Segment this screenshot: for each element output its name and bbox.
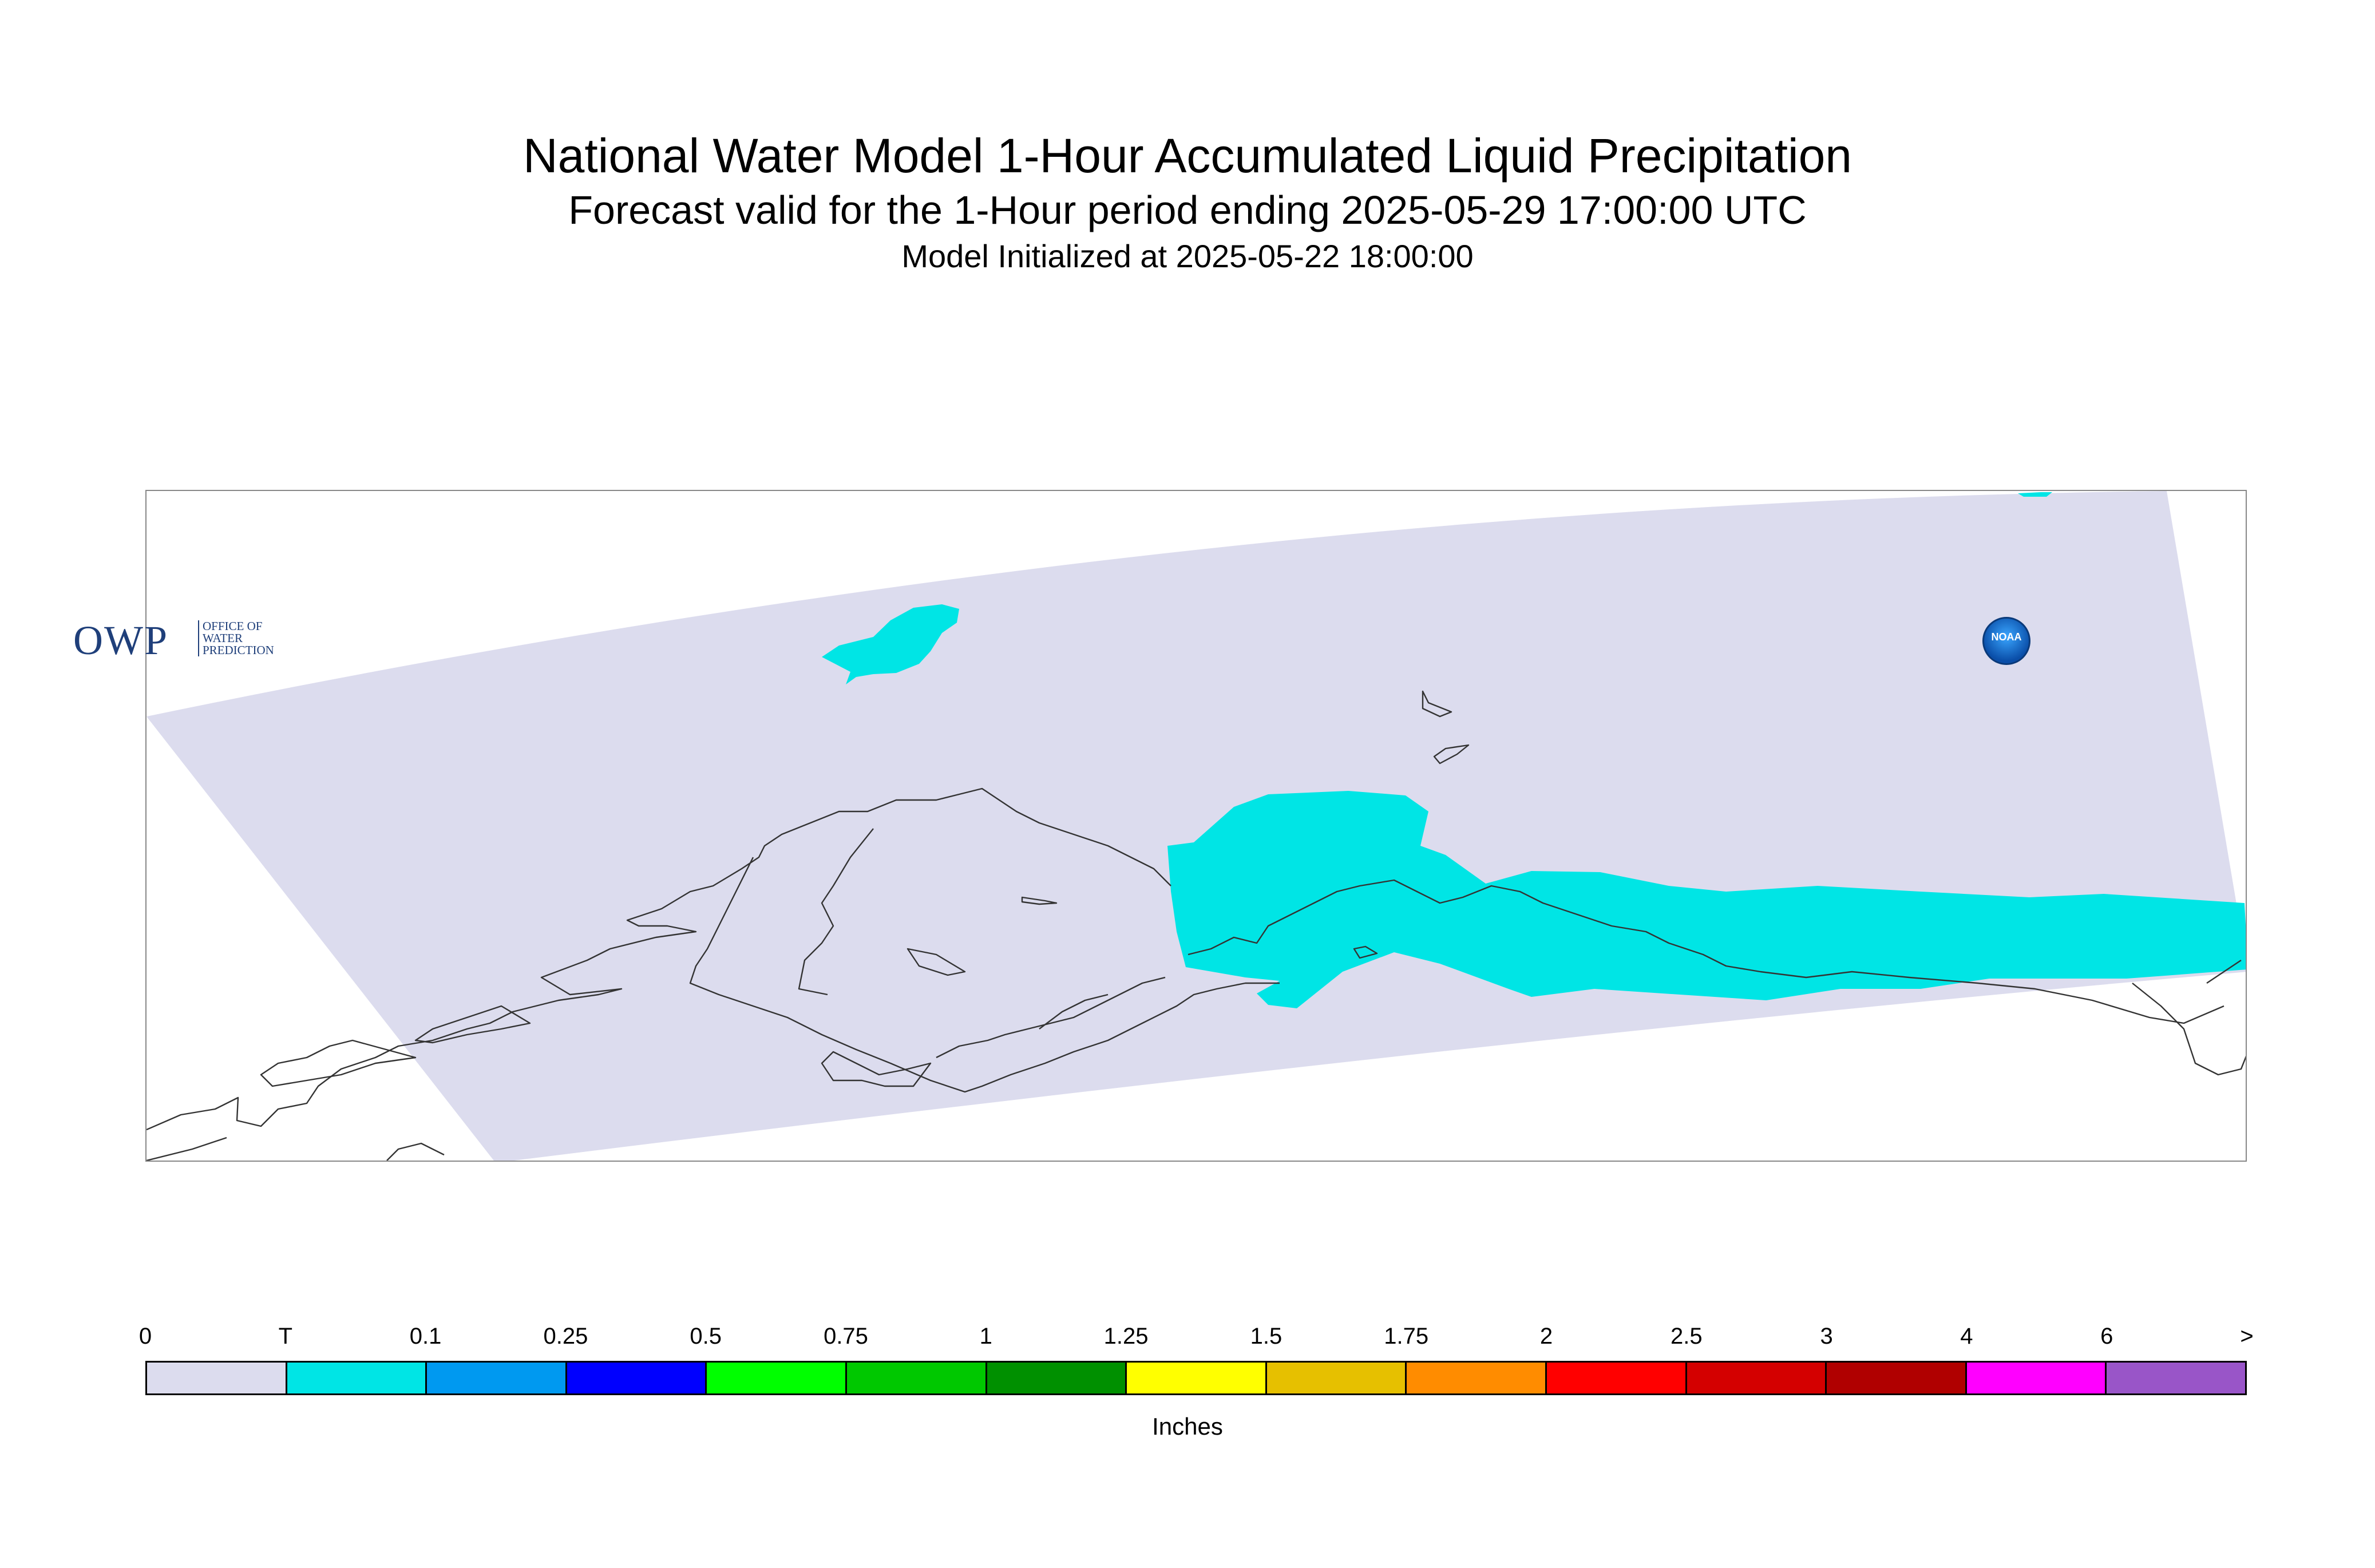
legend-tick-label: 0 [138, 1324, 152, 1349]
coastline-east [2132, 960, 2246, 1076]
owp-logo-mark: OWP [73, 617, 168, 663]
map-subtitle: Forecast valid for the 1-Hour period end… [568, 188, 1807, 232]
legend-tick-label: 1.5 [1250, 1324, 1282, 1349]
legend-swatch-9 [1407, 1363, 1547, 1393]
legend-tick-label: 0.5 [690, 1324, 722, 1349]
coastline-mainland [147, 787, 1171, 1131]
legend-tick-label: 2 [1539, 1324, 1553, 1349]
coastline-interior [798, 828, 1058, 996]
legend-tick-label: 0.75 [824, 1324, 868, 1349]
legend-tick-label: 0.1 [409, 1324, 442, 1349]
legend-tick-label: 1.25 [1103, 1324, 1149, 1349]
noaa-logo-text: NOAA [1991, 631, 2022, 643]
colorbar-legend [145, 1361, 2247, 1395]
legend-swatch-11 [1687, 1363, 1827, 1393]
noaa-logo: NOAA [1982, 617, 2030, 665]
coastline-peninsula [689, 857, 1280, 1093]
coastlines [147, 690, 2246, 1161]
legend-tick-label: 1.75 [1384, 1324, 1429, 1349]
legend-swatch-13 [1966, 1363, 2107, 1393]
legend-tick-label: 0.25 [543, 1324, 588, 1349]
legend-tick-label: T [278, 1324, 293, 1349]
owp-logo-text: OFFICE OF WATER PREDICTION [198, 620, 274, 656]
legend-units-label: Inches [1152, 1413, 1223, 1440]
coastline-southwest [147, 1005, 531, 1161]
legend-swatch-12 [1827, 1363, 1967, 1393]
map-panel [145, 490, 2247, 1162]
coastline-southcentral [1188, 879, 2224, 1024]
legend-tick-label: > [2240, 1324, 2254, 1349]
precip-area-edge [2018, 492, 2052, 497]
legend-tick-label: 2.5 [1670, 1324, 1703, 1349]
legend-swatch-0 [147, 1363, 287, 1393]
trace-precip-areas [822, 492, 2246, 1008]
legend-swatch-14 [2107, 1363, 2245, 1393]
coastline-aleutians [821, 976, 1166, 1087]
legend-tick-label: 4 [1960, 1324, 1973, 1349]
legend-tick-label: 1 [979, 1324, 992, 1349]
legend-swatch-1 [287, 1363, 428, 1393]
legend-swatch-3 [567, 1363, 707, 1393]
legend-tick-label: 3 [1820, 1324, 1833, 1349]
precip-area-north [822, 604, 959, 684]
legend-tick-label: 6 [2100, 1324, 2113, 1349]
legend-swatch-4 [707, 1363, 847, 1393]
precip-area-main [1167, 791, 2246, 1008]
model-init-line: Model Initialized at 2025-05-22 18:00:00 [901, 238, 1474, 274]
model-domain [147, 491, 2246, 1161]
owp-logo: OWP OFFICE OF WATER PREDICTION [73, 617, 274, 664]
map-title: National Water Model 1-Hour Accumulated … [522, 129, 1852, 183]
legend-tick-labels: 0 T 0.1 0.25 0.5 0.75 1 1.25 1.5 1.75 2 2.5 3 4 6 > [139, 1322, 2254, 1351]
coastline-islands [1353, 690, 1470, 959]
legend-swatch-2 [427, 1363, 567, 1393]
legend-swatch-8 [1266, 1363, 1407, 1393]
legend-swatch-7 [1127, 1363, 1267, 1393]
legend-swatch-5 [846, 1363, 987, 1393]
map-canvas [147, 491, 2246, 1161]
legend-swatch-6 [987, 1363, 1127, 1393]
legend-swatch-10 [1546, 1363, 1687, 1393]
